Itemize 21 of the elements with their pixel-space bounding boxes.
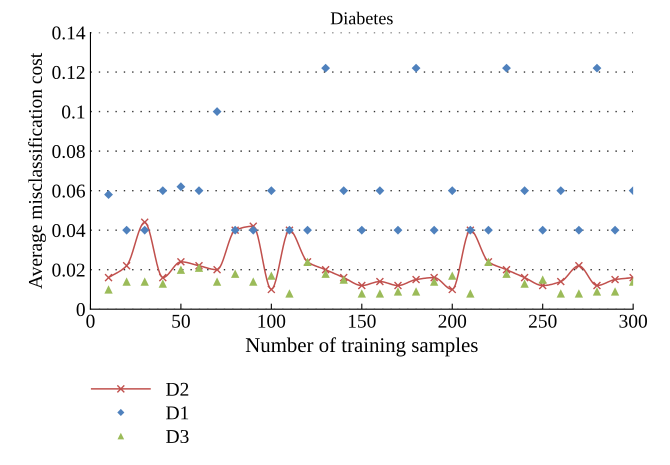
x-tick-label: 300 (619, 314, 647, 328)
y-tick-label: 0.04 (52, 224, 86, 238)
y-axis-title: Average misclassification cost (28, 52, 46, 289)
y-tick-label: 0.06 (52, 184, 86, 198)
x-tick-label: 150 (348, 314, 376, 328)
legend-label: D1 (166, 406, 188, 420)
y-tick-label: 0.1 (62, 105, 84, 119)
y-tick-label: 0.14 (52, 26, 86, 40)
x-axis-title: Number of training samples (246, 337, 478, 356)
y-tick-label: 0 (76, 303, 85, 316)
chart-title: Diabetes (330, 12, 393, 24)
x-tick-label: 0 (86, 314, 95, 328)
x-tick-label: 50 (172, 314, 190, 328)
y-tick-label: 0.12 (52, 66, 85, 80)
x-tick-label: 250 (528, 314, 557, 328)
x-tick-label: 200 (438, 314, 466, 328)
legend-label: D3 (166, 430, 189, 444)
legend-label: D2 (166, 382, 188, 396)
y-tick-label: 0.08 (52, 144, 85, 158)
x-tick-label: 100 (258, 314, 286, 328)
y-tick-label: 0.02 (52, 264, 85, 277)
